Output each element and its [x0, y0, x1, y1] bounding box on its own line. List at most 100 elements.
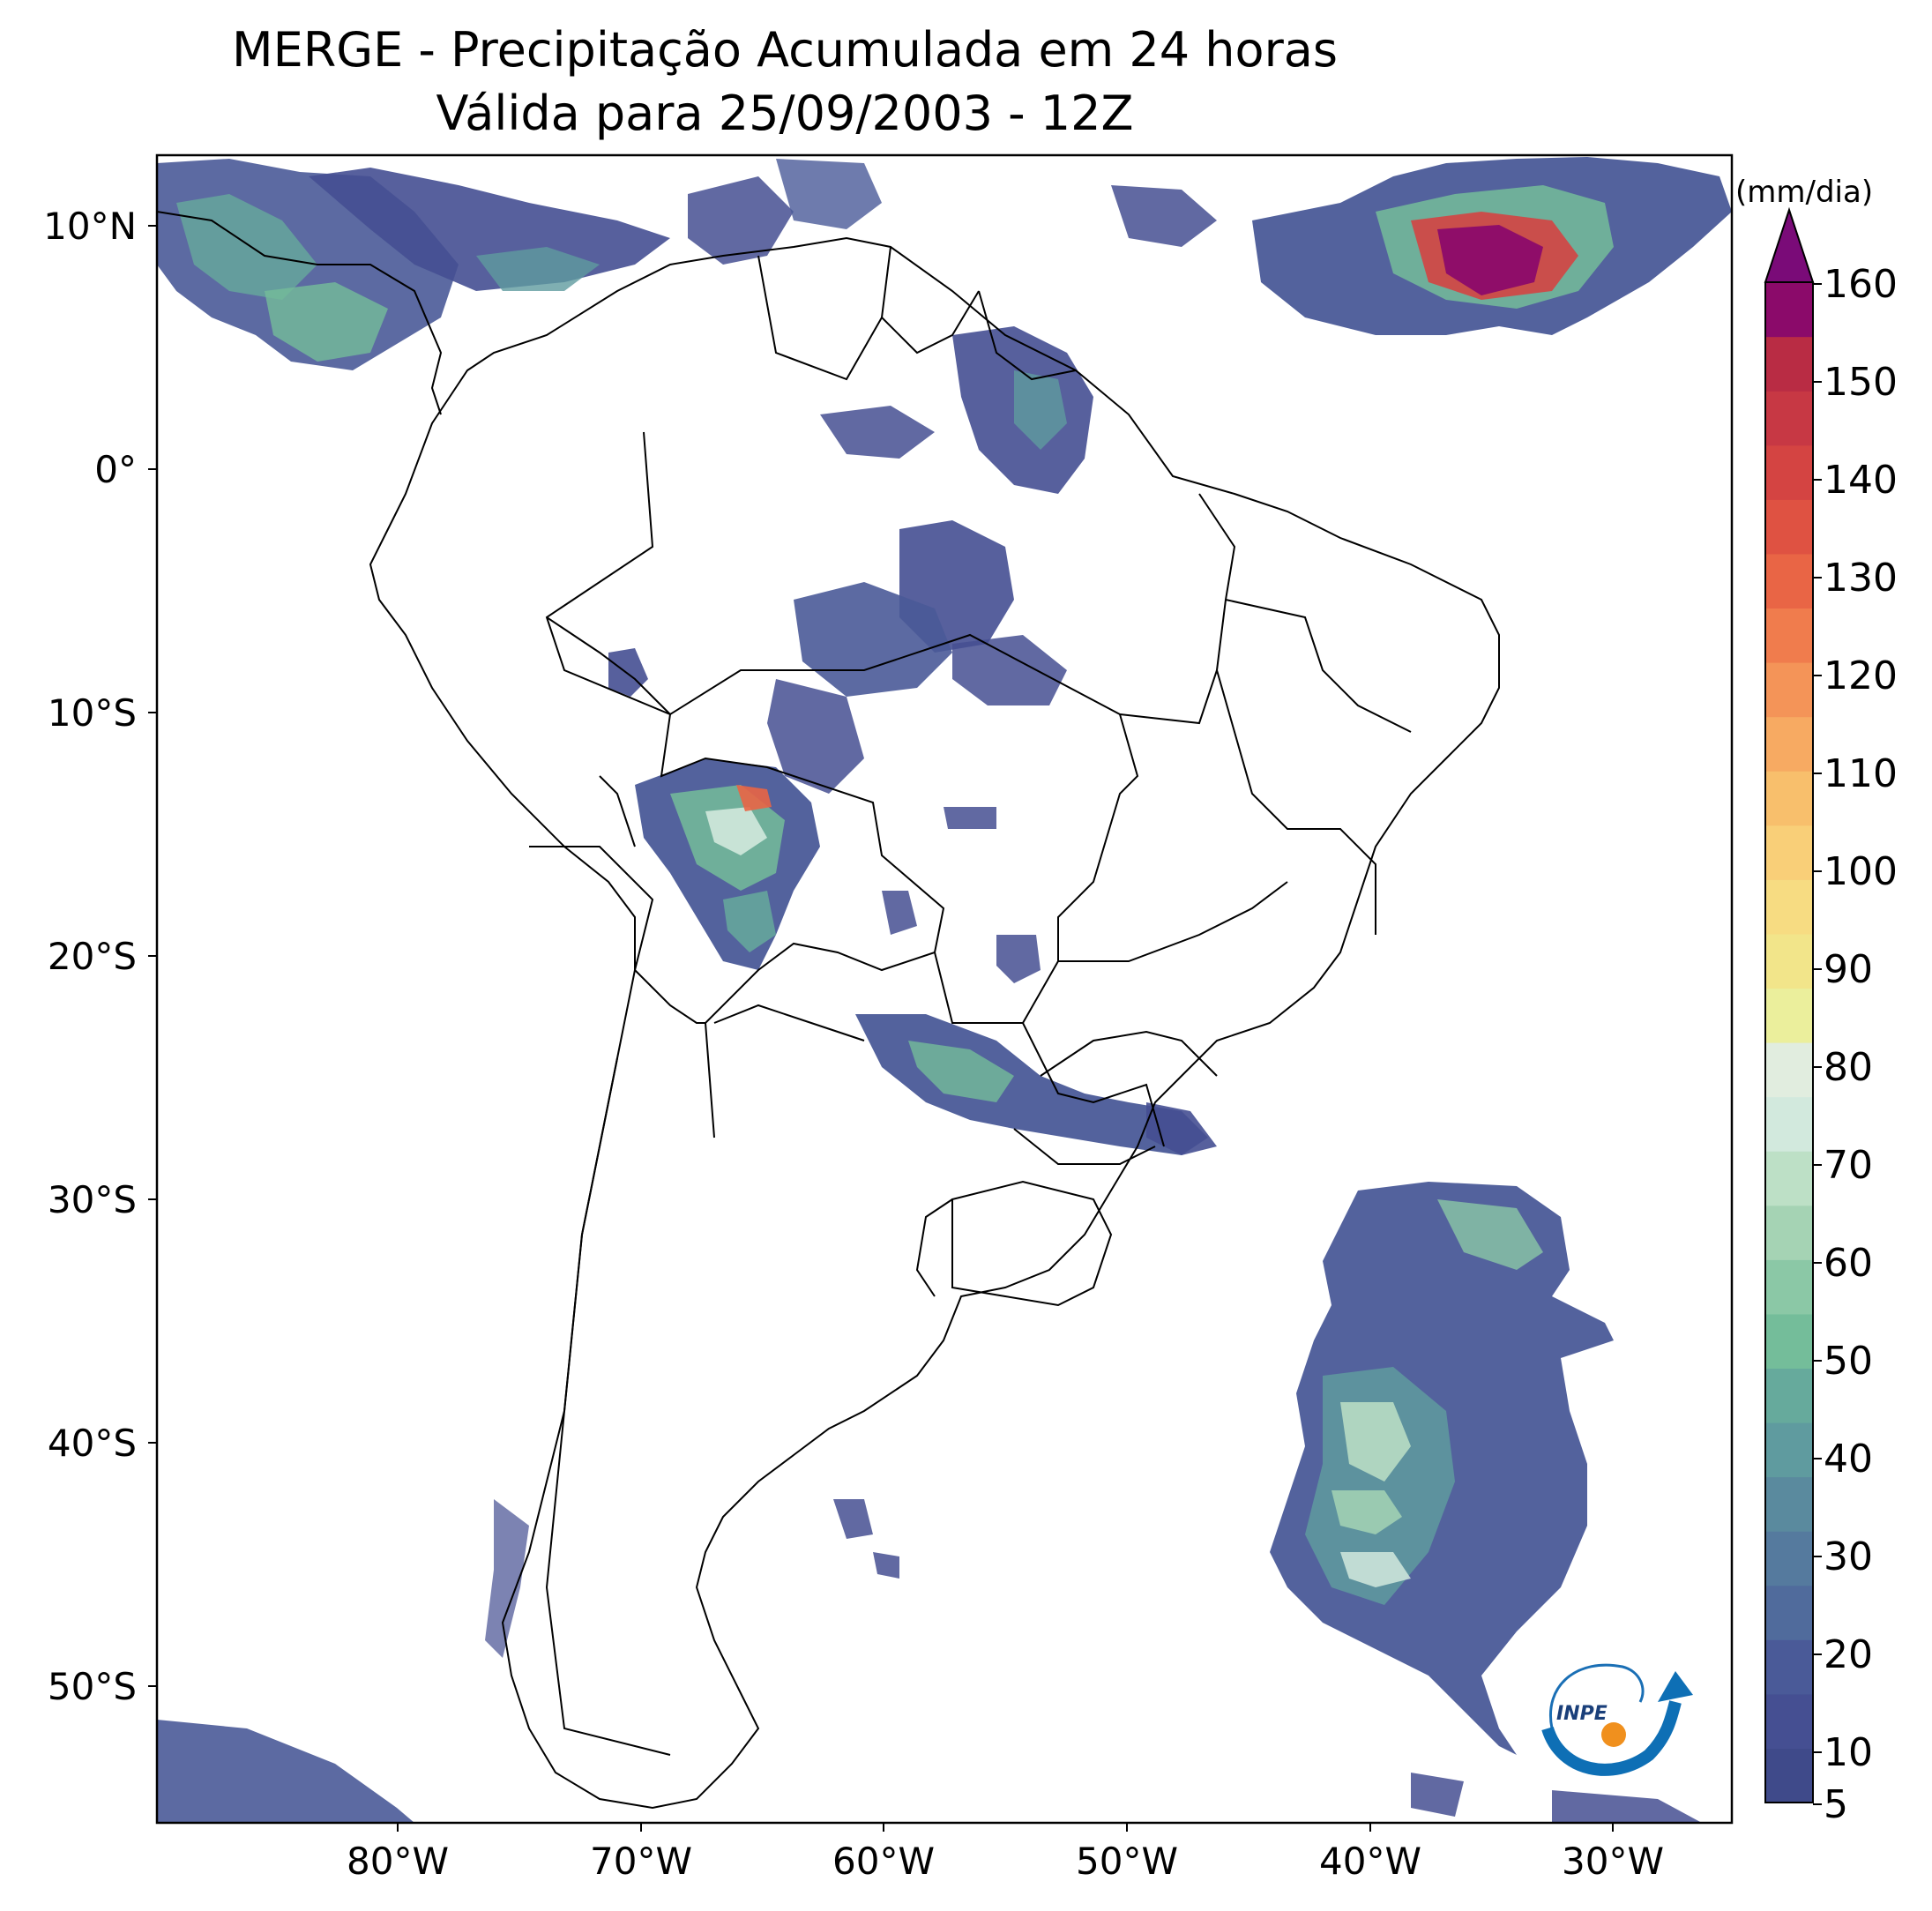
rain-area: [1332, 1490, 1402, 1534]
colorbar-label: 60: [1824, 1241, 1873, 1286]
colorbar-extend-arrow: [1764, 206, 1815, 283]
logo-text: INPE: [1556, 1703, 1608, 1725]
border: [529, 846, 654, 971]
rain-area: [1552, 1790, 1702, 1823]
colorbar-segment: [1765, 1151, 1813, 1206]
colorbar-label: 140: [1824, 458, 1898, 503]
lat-label: 40°S: [48, 1422, 137, 1465]
colorbar-segments: [1765, 282, 1813, 1803]
lat-label: 30°S: [48, 1178, 137, 1221]
rain-area: [723, 891, 776, 952]
colorbar-segment: [1765, 444, 1813, 500]
rain-area: [944, 807, 996, 829]
colorbar-segment: [1765, 1748, 1813, 1803]
coastline: [157, 211, 443, 415]
lat-label: 20°S: [48, 935, 137, 978]
lat-labels: 10°N 0° 10°S 20°S 30°S 40°S 50°S: [43, 205, 137, 1708]
rain-area: [833, 1499, 873, 1539]
lon-label: 70°W: [590, 1840, 692, 1883]
lon-ticks: [397, 1823, 1614, 1832]
colorbar-segment: [1765, 1531, 1813, 1586]
rain-area: [476, 247, 600, 291]
colorbar: 160 150 140 130 120 110 100 90 80 70 60 …: [1764, 206, 1898, 1827]
logo-orbit-icon: [1549, 1663, 1645, 1729]
rain-area: [1146, 1102, 1217, 1155]
colorbar-segment: [1765, 662, 1813, 718]
colorbar-label: 100: [1824, 849, 1898, 894]
colorbar-label: 80: [1824, 1045, 1873, 1090]
colorbar-label: 30: [1824, 1534, 1873, 1579]
colorbar-segment: [1765, 1259, 1813, 1315]
colorbar-frame: [1764, 281, 1814, 1803]
rain-area: [820, 406, 935, 459]
colorbar-segment: [1765, 336, 1813, 392]
lat-ticks: [148, 225, 157, 1687]
colorbar-segment: [1765, 716, 1813, 772]
lon-label: 80°W: [347, 1840, 449, 1883]
border: [915, 1198, 953, 1297]
colorbar-ticks: [1813, 283, 1822, 1805]
colorbar-segment: [1765, 499, 1813, 555]
border: [1013, 1128, 1156, 1165]
colorbar-segment: [1765, 553, 1813, 609]
colorbar-segment: [1765, 608, 1813, 663]
logo-sun-icon: [1601, 1722, 1626, 1747]
rain-area: [952, 635, 1067, 705]
rain-area: [736, 785, 772, 811]
rain-area: [767, 679, 864, 794]
colorbar-label: 160: [1824, 262, 1898, 307]
colorbar-label: 20: [1824, 1632, 1873, 1677]
border: [1225, 599, 1412, 733]
colorbar-segment: [1765, 1205, 1813, 1260]
colorbar-segment: [1765, 391, 1813, 446]
lat-label: 0°: [94, 448, 137, 491]
logo-arrow-icon: [1658, 1671, 1693, 1702]
rain-area: [908, 1041, 1014, 1102]
colorbar-label: 40: [1824, 1437, 1873, 1482]
plot-frame: [155, 153, 1734, 1825]
boundaries: [157, 211, 1500, 1810]
border: [545, 1057, 671, 1756]
colorbar-segment: [1765, 988, 1813, 1043]
colorbar-segment: [1765, 1042, 1813, 1098]
border: [951, 1180, 1113, 1307]
border: [634, 969, 705, 1024]
rain-area: [157, 1720, 414, 1823]
colorbar-segment: [1765, 1639, 1813, 1695]
rain-area: [1411, 1773, 1464, 1817]
colorbar-unit: (mm/dia): [1735, 175, 1874, 210]
colorbar-segment: [1765, 1368, 1813, 1423]
rain-area: [794, 582, 952, 697]
border: [1119, 493, 1236, 725]
lat-label: 50°S: [48, 1665, 137, 1708]
rain-area: [1014, 370, 1067, 450]
border: [1216, 669, 1376, 935]
lat-label: 10°S: [48, 691, 137, 735]
border: [757, 255, 883, 381]
colorbar-label: 50: [1824, 1339, 1873, 1384]
rain-area: [1305, 1367, 1455, 1605]
map-title: MERGE - Precipitação Acumulada em 24 hor…: [232, 22, 1338, 78]
colorbar-label: 70: [1824, 1143, 1873, 1188]
rain-area: [1111, 185, 1217, 247]
border: [546, 616, 671, 715]
border: [599, 775, 636, 847]
border: [713, 1004, 865, 1041]
colorbar-segment: [1765, 1693, 1813, 1750]
colorbar-label: 5: [1824, 1782, 1848, 1827]
colorbar-segment: [1765, 1096, 1813, 1152]
rain-area: [705, 807, 767, 855]
border: [880, 246, 980, 355]
rain-area: [882, 891, 917, 935]
map-subtitle: Válida para 25/09/2003 - 12Z: [436, 86, 1134, 141]
inpe-logo: INPE: [1541, 1663, 1693, 1776]
colorbar-segment: [1765, 825, 1813, 880]
rain-area: [1437, 1199, 1543, 1270]
colorbar-segment: [1765, 1476, 1813, 1532]
lon-label: 40°W: [1319, 1840, 1421, 1883]
rain-area: [1340, 1402, 1411, 1482]
border: [934, 952, 1165, 1147]
rain-area: [1437, 225, 1543, 295]
colorbar-segment: [1765, 933, 1813, 989]
